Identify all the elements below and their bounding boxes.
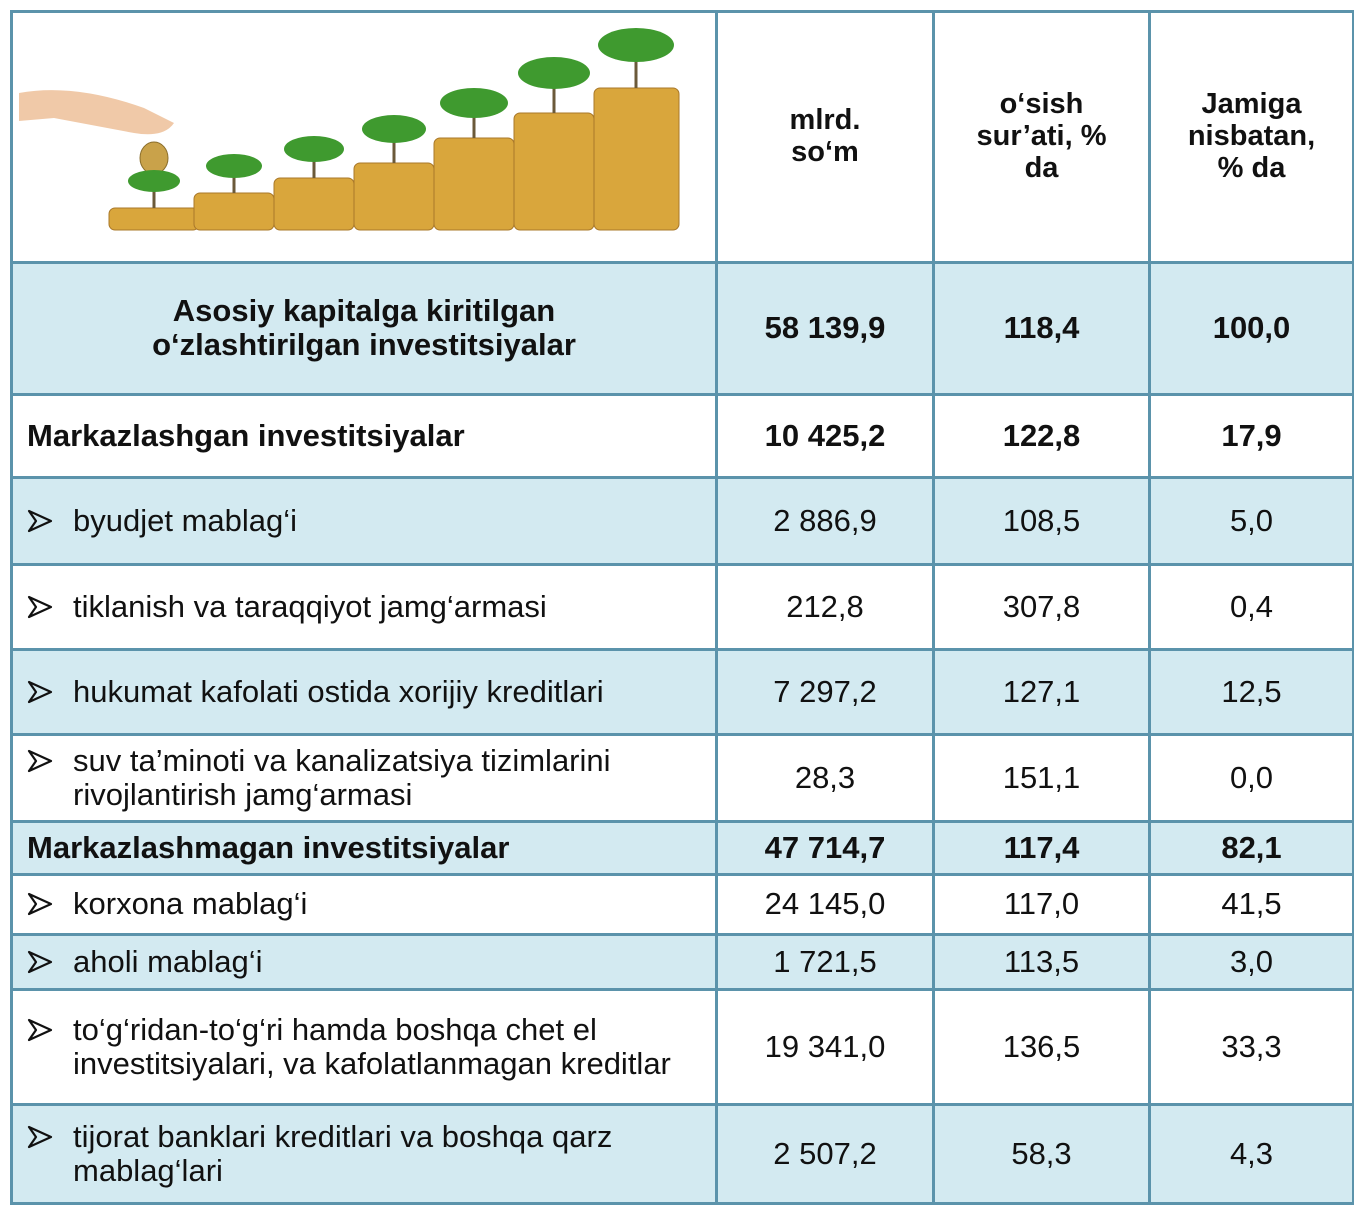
row-value: 108,5 — [932, 475, 1151, 566]
label-text: suv ta’minoti va kanalizatsiya tizimlari… — [73, 742, 611, 812]
label-wrap: tiklanish va taraqqiyot jamg‘armasi — [25, 588, 715, 624]
row-label: Markazlashgan investitsiyalar — [10, 392, 718, 479]
row-value: 151,1 — [932, 732, 1151, 823]
label-wrap: byudjet mablag‘i — [25, 502, 715, 538]
header-row: mlrd. so‘m o‘sish sur’ati, % da Jamiga n… — [10, 10, 1354, 264]
row-value: 58,3 — [932, 1102, 1151, 1205]
table-row: Asosiy kapitalga kiritilgan o‘zlashtiril… — [10, 260, 1354, 396]
row-label: byudjet mablag‘i — [10, 475, 718, 566]
row-label: hukumat kafolati ostida xorijiy kreditla… — [10, 647, 718, 736]
row-value: 0,0 — [1148, 732, 1354, 823]
row-value: 118,4 — [932, 260, 1151, 396]
header-cell: Jamiga nisbatan, % da — [1148, 10, 1354, 264]
row-value: 5,0 — [1148, 475, 1354, 566]
row-label: suv ta’minoti va kanalizatsiya tizimlari… — [10, 732, 718, 823]
label-wrap: tijorat banklari kreditlari va boshqa qa… — [25, 1118, 715, 1188]
row-label: Markazlashmagan investitsiyalar — [10, 819, 718, 876]
header-cell: mlrd. so‘m — [715, 10, 935, 264]
row-value: 212,8 — [715, 562, 935, 651]
table-row: tijorat banklari kreditlari va boshqa qa… — [10, 1102, 1354, 1205]
row-value: 136,5 — [932, 987, 1151, 1106]
investment-table: mlrd. so‘m o‘sish sur’ati, % da Jamiga n… — [10, 10, 1354, 1205]
row-value: 117,4 — [932, 819, 1151, 876]
bullet-arrow — [27, 893, 53, 916]
row-value: 2 507,2 — [715, 1102, 935, 1205]
table-row: suv ta’minoti va kanalizatsiya tizimlari… — [10, 732, 1354, 823]
row-value: 33,3 — [1148, 987, 1354, 1106]
row-value: 19 341,0 — [715, 987, 935, 1106]
bullet-arrow — [27, 509, 53, 532]
table-row: to‘g‘ridan-to‘g‘ri hamda boshqa chet el … — [10, 987, 1354, 1106]
row-value: 7 297,2 — [715, 647, 935, 736]
coins-illustration — [19, 28, 680, 231]
row-value: 12,5 — [1148, 647, 1354, 736]
bullet-arrow — [27, 1018, 53, 1041]
row-label: to‘g‘ridan-to‘g‘ri hamda boshqa chet el … — [10, 987, 718, 1106]
table-row: Markazlashgan investitsiyalar 10 425,2 122… — [10, 392, 1354, 479]
label-text: Markazlashgan investitsiyalar — [27, 417, 465, 453]
label-text: aholi mablag‘i — [73, 943, 263, 979]
label-wrap: Markazlashgan investitsiyalar — [27, 417, 715, 453]
table-row: byudjet mablag‘i 2 886,9 108,5 5,0 — [10, 475, 1354, 566]
row-value: 2 886,9 — [715, 475, 935, 566]
row-value: 47 714,7 — [715, 819, 935, 876]
row-value: 17,9 — [1148, 392, 1354, 479]
table-row: korxona mablag‘i 24 145,0 117,0 41,5 — [10, 872, 1354, 936]
row-value: 10 425,2 — [715, 392, 935, 479]
row-value: 0,4 — [1148, 562, 1354, 651]
table-row: Markazlashmagan investitsiyalar 47 714,7 1… — [10, 819, 1354, 876]
row-label: korxona mablag‘i — [10, 872, 718, 936]
label-text: Asosiy kapitalga kiritilgan o‘zlashtiril… — [152, 293, 576, 363]
row-label: tijorat banklari kreditlari va boshqa qa… — [10, 1102, 718, 1205]
row-value: 113,5 — [932, 932, 1151, 991]
row-label: tiklanish va taraqqiyot jamg‘armasi — [10, 562, 718, 651]
row-value: 100,0 — [1148, 260, 1354, 396]
row-value: 82,1 — [1148, 819, 1354, 876]
row-value: 307,8 — [932, 562, 1151, 651]
bullet-arrow — [27, 680, 53, 703]
row-value: 41,5 — [1148, 872, 1354, 936]
label-wrap: korxona mablag‘i — [25, 887, 715, 921]
row-value: 24 145,0 — [715, 872, 935, 936]
label-text: to‘g‘ridan-to‘g‘ri hamda boshqa chet el … — [73, 1011, 671, 1081]
label-text: tiklanish va taraqqiyot jamg‘armasi — [73, 588, 547, 624]
row-value: 122,8 — [932, 392, 1151, 479]
bullet-arrow — [27, 1125, 53, 1148]
table-row: hukumat kafolati ostida xorijiy kreditla… — [10, 647, 1354, 736]
bullet-arrow — [27, 595, 53, 618]
header-image-cell — [10, 10, 718, 264]
table-row: aholi mablag‘i 1 721,5 113,5 3,0 — [10, 932, 1354, 991]
label-wrap: Markazlashmagan investitsiyalar — [27, 829, 715, 865]
row-label: aholi mablag‘i — [10, 932, 718, 991]
row-value: 117,0 — [932, 872, 1151, 936]
label-wrap: aholi mablag‘i — [25, 943, 715, 979]
label-text: byudjet mablag‘i — [73, 502, 298, 538]
row-value: 28,3 — [715, 732, 935, 823]
row-value: 127,1 — [932, 647, 1151, 736]
row-value: 3,0 — [1148, 932, 1354, 991]
label-text: hukumat kafolati ostida xorijiy kreditla… — [73, 673, 604, 709]
header-cell: o‘sish sur’ati, % da — [932, 10, 1151, 264]
bullet-arrow — [27, 950, 53, 973]
row-value: 58 139,9 — [715, 260, 935, 396]
label-wrap: hukumat kafolati ostida xorijiy kreditla… — [25, 673, 715, 709]
label-text: tijorat banklari kreditlari va boshqa qa… — [73, 1118, 613, 1188]
row-value: 4,3 — [1148, 1102, 1354, 1205]
label-text: korxona mablag‘i — [73, 886, 308, 922]
bullet-arrow — [27, 749, 53, 772]
row-value: 1 721,5 — [715, 932, 935, 991]
label-text: Markazlashmagan investitsiyalar — [27, 829, 510, 865]
table-row: tiklanish va taraqqiyot jamg‘armasi 212,8… — [10, 562, 1354, 651]
label-wrap: suv ta’minoti va kanalizatsiya tizimlari… — [25, 742, 715, 812]
label-wrap: to‘g‘ridan-to‘g‘ri hamda boshqa chet el … — [25, 1011, 715, 1081]
row-label: Asosiy kapitalga kiritilgan o‘zlashtiril… — [10, 260, 718, 396]
